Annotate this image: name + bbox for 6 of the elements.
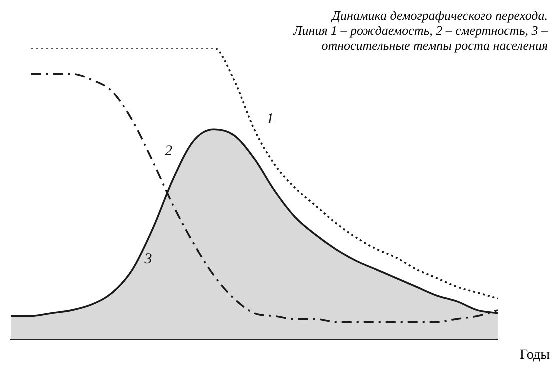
chart-subtitle: Линия 1 – рождаемость, 2 – смертность, 3 – относительные темпы роста населения — [292, 23, 548, 53]
series-label: 1 — [266, 112, 274, 128]
series-label: 3 — [144, 252, 152, 268]
series-label: 2 — [165, 144, 174, 160]
chart-title: Динамика демографического перехода. — [330, 8, 548, 23]
x-axis-title: Годы — [520, 348, 550, 364]
